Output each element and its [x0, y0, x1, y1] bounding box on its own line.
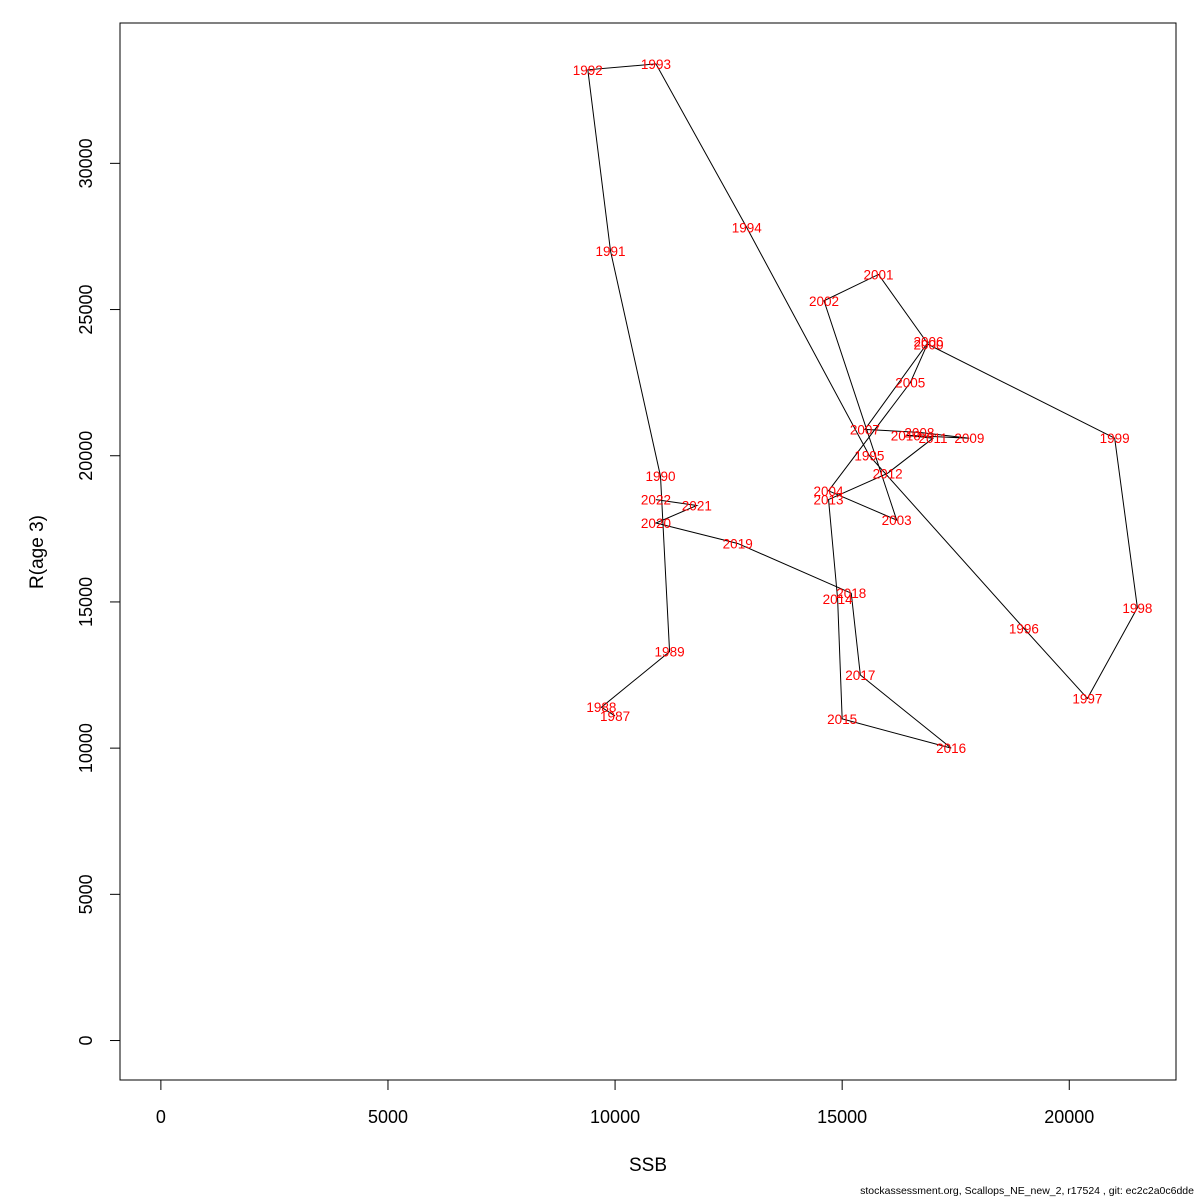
year-label: 1994 [732, 221, 763, 236]
year-label: 1995 [854, 449, 884, 464]
year-label: 2001 [863, 267, 893, 282]
series-line [587, 63, 1138, 749]
year-label: 2012 [873, 466, 903, 481]
year-label: 2003 [882, 513, 912, 528]
year-label: 1991 [596, 244, 626, 259]
year-label: 1989 [655, 645, 685, 660]
year-label: 2019 [723, 536, 753, 551]
x-tick-label: 15000 [817, 1107, 867, 1127]
year-label: 2014 [823, 592, 854, 607]
year-label: 1999 [1100, 431, 1130, 446]
year-label: 2020 [641, 516, 671, 531]
year-label: 2005 [895, 376, 925, 391]
y-tick-label: 25000 [76, 285, 96, 335]
year-label: 1998 [1122, 601, 1152, 616]
year-label: 1988 [586, 700, 616, 715]
year-label: 2021 [682, 498, 712, 513]
year-label: 2022 [641, 493, 671, 508]
plot-frame [119, 22, 1177, 1081]
year-label: 2010 [891, 428, 921, 443]
footer-credit: stockassessment.org, Scallops_NE_new_2, … [860, 1185, 1194, 1197]
y-tick-label: 30000 [76, 138, 96, 188]
year-label: 2007 [850, 422, 880, 437]
year-label: 2002 [809, 294, 839, 309]
x-tick-label: 10000 [590, 1107, 640, 1127]
year-label: 1987 [600, 709, 630, 724]
year-label: 2000 [913, 338, 943, 353]
year-label: 2015 [827, 712, 857, 727]
year-label: 2018 [836, 586, 866, 601]
y-axis: 0 5000 10000 15000 20000 25000 30000 [76, 138, 121, 1046]
x-axis: 0 5000 10000 15000 20000 [156, 1079, 1094, 1127]
y-tick-label: 10000 [76, 723, 96, 773]
year-label: 2011 [918, 431, 947, 446]
year-label: 2006 [913, 335, 943, 350]
y-tick-label: 5000 [76, 874, 96, 914]
x-tick-label: 20000 [1044, 1107, 1094, 1127]
year-label: 1997 [1072, 691, 1102, 706]
x-tick-label: 5000 [368, 1107, 408, 1127]
y-tick-label: 15000 [76, 577, 96, 627]
year-label: 1992 [573, 63, 603, 78]
year-label: 2004 [814, 484, 845, 499]
y-axis-title: R(age 3) [27, 515, 48, 589]
year-label: 2017 [845, 668, 875, 683]
y-tick-label: 20000 [76, 431, 96, 481]
year-label: 1993 [641, 57, 671, 72]
x-axis-title: SSB [629, 1155, 667, 1176]
year-label: 1990 [645, 469, 675, 484]
year-label: 1996 [1009, 621, 1039, 636]
year-label: 2008 [904, 425, 934, 440]
year-label: 2016 [936, 741, 966, 756]
x-tick-label: 0 [156, 1107, 166, 1127]
y-tick-label: 0 [76, 1036, 96, 1046]
year-label: 2013 [814, 493, 844, 508]
year-label: 2009 [954, 431, 984, 446]
